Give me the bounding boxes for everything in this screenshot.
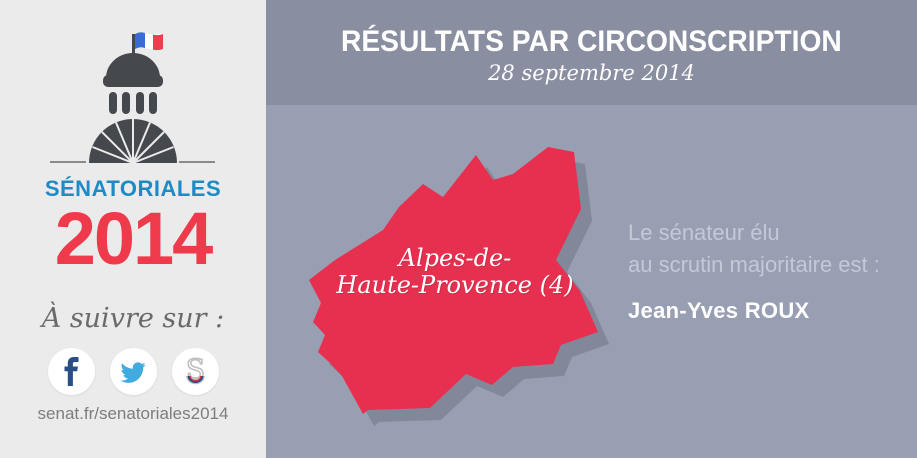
map-label: Alpes-de- Haute-Provence (4) (305, 245, 605, 299)
sidebar: SÉNATORIALES 2014 À suivre sur : S (0, 0, 266, 458)
brand-year: 2014 (54, 197, 214, 280)
senat-button[interactable]: S (171, 348, 219, 395)
social-row: S (0, 348, 266, 395)
results-panel: RÉSULTATS PAR CIRCONSCRIPTION 28 septemb… (266, 0, 917, 458)
senate-logo (50, 32, 215, 164)
header-date: 28 septembre 2014 (488, 61, 695, 85)
hemicycle-icon (50, 119, 215, 164)
result-intro: Le sénateur élu au scrutin majoritaire e… (628, 217, 908, 281)
map-label-line2: Haute-Provence (4) (336, 271, 574, 299)
twitter-icon (120, 362, 146, 383)
senator-name: Jean-Yves ROUX (628, 298, 810, 323)
map-shape (309, 147, 598, 414)
department-map (309, 147, 609, 426)
facebook-button[interactable] (47, 348, 95, 395)
follow-label: À suivre sur : (41, 303, 225, 334)
french-flag-icon (132, 32, 163, 60)
facebook-icon (64, 357, 78, 386)
senat-icon: S (185, 352, 206, 387)
twitter-button[interactable] (109, 348, 157, 395)
result-intro-line2: au scrutin majoritaire est : (628, 252, 880, 277)
sidebar-url: senat.fr/senatoriales2014 (37, 404, 229, 423)
header-title: RÉSULTATS PAR CIRCONSCRIPTION (341, 25, 842, 58)
brand-title: SÉNATORIALES (44, 176, 222, 201)
result-intro-line1: Le sénateur élu (628, 220, 780, 245)
map-label-line1: Alpes-de- (398, 244, 512, 272)
dome-icon (103, 53, 163, 114)
results-header: RÉSULTATS PAR CIRCONSCRIPTION 28 septemb… (266, 0, 917, 105)
